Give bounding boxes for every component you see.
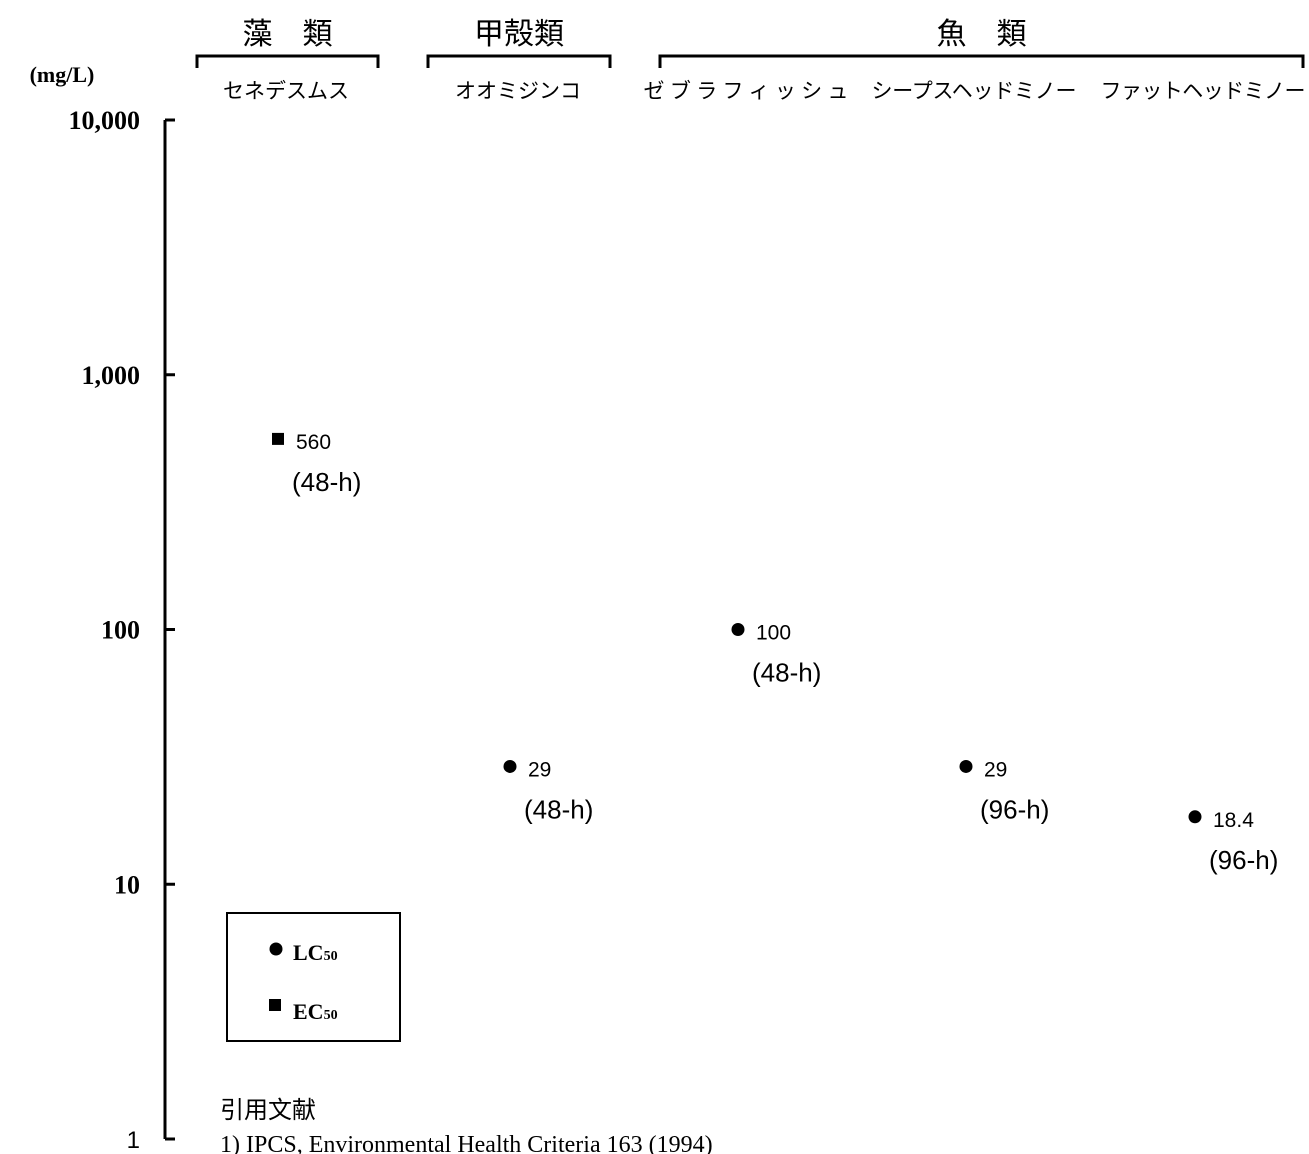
- legend-ec50-main: EC: [293, 999, 324, 1024]
- data-point-circle: [959, 759, 973, 773]
- species-label: ファットヘッドミノー: [1101, 79, 1306, 103]
- data-point-circle: [731, 623, 745, 636]
- data-point-duration-label: (96-h): [1209, 845, 1278, 875]
- y-tick-label: 10,000: [69, 106, 141, 135]
- reference-text: 1) IPCS, Environmental Health Criteria 1…: [220, 1132, 713, 1154]
- reference-heading: 引用文献: [220, 1096, 316, 1124]
- y-tick-label: 1: [127, 1127, 140, 1154]
- species-groups: 藻 類セネデスムス 甲殻類オオミジンコ 魚 類ゼブラフィッシュ シープスヘッドミノーフ…: [195, 17, 1306, 103]
- data-point-value-label: 29: [528, 758, 551, 781]
- species-label: セネデスムス: [223, 79, 349, 103]
- legend-ec50-marker-square: [269, 999, 281, 1011]
- data-point-value-label: 29: [984, 758, 1007, 781]
- data-point-duration-label: (48-h): [524, 794, 593, 824]
- group-bracket: [426, 54, 612, 68]
- legend: LC50 EC50: [226, 912, 401, 1042]
- y-axis-unit: (mg/L): [30, 62, 95, 87]
- data-points: 560 (48-h) 29 (48-h) 100 (48-h) 29 (96-h) 18.4 (9…: [272, 431, 1278, 875]
- group-label: 魚 類: [937, 17, 1027, 52]
- group-label: 甲殻類: [474, 17, 564, 52]
- legend-lc50-marker-circle: [269, 942, 283, 956]
- data-point-circle: [1188, 810, 1202, 824]
- data-point-value-label: 100: [756, 622, 791, 645]
- species-label: オオミジンコ: [455, 79, 581, 103]
- group-bracket: [195, 54, 380, 68]
- data-point-duration-label: (96-h): [980, 794, 1049, 824]
- legend-ec50-label: EC50: [293, 999, 338, 1024]
- group-label: 藻 類: [243, 17, 333, 52]
- data-point-square: [272, 432, 284, 445]
- y-tick-label: 10: [114, 870, 140, 899]
- legend-lc50-sub: 50: [324, 949, 338, 964]
- legend-lc50-label: LC50: [293, 940, 338, 965]
- data-point-duration-label: (48-h): [292, 467, 361, 497]
- y-tick-label: 100: [101, 616, 140, 645]
- data-point-duration-label: (48-h): [752, 658, 821, 688]
- legend-lc50-main: LC: [293, 940, 324, 965]
- species-label: シープスヘッドミノー: [872, 79, 1077, 103]
- y-ticks: 10,000 1,000 100 10 1: [69, 106, 175, 1154]
- data-point-value-label: 560: [296, 431, 331, 454]
- legend-box: [226, 912, 401, 1042]
- data-point-value-label: 18.4: [1213, 809, 1254, 832]
- data-point-circle: [503, 759, 517, 773]
- y-tick-label: 1,000: [82, 361, 141, 390]
- species-label: ゼブラフィッシュ: [644, 79, 849, 103]
- legend-ec50-sub: 50: [324, 1008, 338, 1023]
- group-bracket: [658, 54, 1305, 68]
